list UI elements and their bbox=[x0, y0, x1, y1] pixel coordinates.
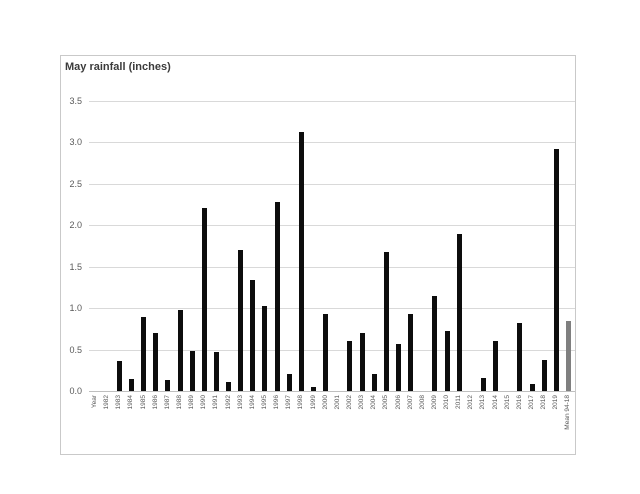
x-tick-label-2014: 2014 bbox=[491, 395, 499, 410]
y-tick-label-2.5: 2.5 bbox=[69, 178, 82, 189]
x-tick-label-year: Year bbox=[91, 395, 99, 409]
x-tick-label-2018: 2018 bbox=[540, 395, 548, 410]
x-tick-label-2009: 2009 bbox=[430, 395, 438, 410]
y-tick-label-1.5: 1.5 bbox=[69, 261, 82, 272]
y-tick-label-3.5: 3.5 bbox=[69, 96, 82, 106]
x-tick-label-1989: 1989 bbox=[188, 395, 196, 410]
x-tick-label-2013: 2013 bbox=[479, 395, 487, 410]
x-tick-label-1999: 1999 bbox=[309, 395, 317, 410]
x-tick-label-2019: 2019 bbox=[552, 395, 560, 410]
x-tick-label-1996: 1996 bbox=[273, 395, 281, 410]
bar-2011 bbox=[456, 233, 462, 391]
bar-1995 bbox=[262, 305, 268, 391]
bar-2009 bbox=[432, 295, 438, 391]
bar-2019 bbox=[553, 149, 559, 391]
bar-2016 bbox=[517, 323, 523, 391]
bar-2003 bbox=[359, 333, 365, 391]
x-tick-label-1997: 1997 bbox=[285, 395, 293, 410]
x-tick-label-2004: 2004 bbox=[370, 395, 378, 410]
bar-2010 bbox=[444, 331, 450, 391]
x-tick-label-1984: 1984 bbox=[127, 395, 135, 410]
x-tick-label-2011: 2011 bbox=[455, 395, 463, 409]
x-tick-label-1985: 1985 bbox=[139, 395, 147, 410]
bar-1988 bbox=[177, 309, 183, 391]
bar-2006 bbox=[396, 343, 401, 391]
bar-1992 bbox=[226, 381, 232, 391]
bar-1986 bbox=[153, 333, 159, 391]
bar-1989 bbox=[189, 351, 195, 391]
x-tick-label-1994: 1994 bbox=[248, 395, 256, 410]
x-tick-label-2017: 2017 bbox=[528, 395, 536, 410]
bar-2014 bbox=[493, 341, 499, 391]
x-tick-label-2015: 2015 bbox=[503, 395, 511, 410]
x-tick-label-2010: 2010 bbox=[443, 395, 451, 410]
gridline-1.0 bbox=[89, 308, 575, 310]
bar-1990 bbox=[201, 207, 207, 391]
x-tick-label-1993: 1993 bbox=[236, 395, 244, 410]
y-tick-label-0.5: 0.5 bbox=[69, 344, 82, 355]
x-tick-label-1995: 1995 bbox=[260, 395, 268, 410]
bar-1987 bbox=[165, 380, 171, 391]
x-tick-label-2016: 2016 bbox=[515, 395, 523, 410]
x-tick-label-1988: 1988 bbox=[176, 395, 184, 410]
chart-title: May rainfall (inches) bbox=[65, 61, 171, 73]
bar-2018 bbox=[541, 359, 547, 391]
y-tick-label-2.0: 2.0 bbox=[69, 220, 82, 231]
x-tick-label-1983: 1983 bbox=[115, 395, 123, 410]
x-tick-label-1987: 1987 bbox=[163, 395, 171, 410]
chart-frame: May rainfall (inches) 0.0 0.5 1.0 1.5 2.0 2.5… bbox=[60, 55, 576, 455]
y-tick-label-3.0: 3.0 bbox=[69, 137, 82, 148]
x-tick-label-1982: 1982 bbox=[103, 395, 111, 410]
gridline-2.0 bbox=[89, 225, 575, 227]
bar-2017 bbox=[529, 384, 535, 391]
bar-1993 bbox=[238, 250, 244, 391]
x-tick-label-1986: 1986 bbox=[151, 395, 159, 410]
gridline-0.0 bbox=[89, 391, 575, 392]
gridline-3.5 bbox=[89, 101, 575, 102]
bar-1994 bbox=[250, 279, 256, 391]
x-tick-label-2000: 2000 bbox=[321, 395, 329, 410]
bar-1991 bbox=[213, 352, 219, 391]
bar-1996 bbox=[274, 202, 280, 391]
gridline-3.0 bbox=[89, 142, 575, 144]
x-tick-label-1990: 1990 bbox=[200, 395, 208, 410]
y-tick-label-1.0: 1.0 bbox=[69, 303, 82, 314]
bar-1999 bbox=[311, 386, 317, 391]
gridline-1.5 bbox=[89, 266, 575, 268]
x-tick-label-2003: 2003 bbox=[358, 395, 366, 410]
bar-2013 bbox=[480, 377, 486, 391]
x-tick-label-2002: 2002 bbox=[345, 395, 353, 410]
x-tick-label-2007: 2007 bbox=[406, 395, 414, 410]
x-tick-label-1991: 1991 bbox=[212, 395, 220, 410]
bar-1983 bbox=[116, 361, 122, 391]
bar-2004 bbox=[371, 374, 377, 391]
x-tick-label-2012: 2012 bbox=[467, 395, 475, 410]
x-tick-label-1992: 1992 bbox=[224, 395, 232, 410]
bar-1985 bbox=[141, 317, 147, 391]
gridline-0.5 bbox=[89, 349, 575, 351]
y-tick-label-0.0: 0.0 bbox=[69, 386, 82, 396]
bar-1997 bbox=[286, 373, 292, 391]
bar-2005 bbox=[383, 251, 389, 391]
bar-1984 bbox=[128, 378, 134, 391]
gridline-2.5 bbox=[89, 183, 575, 185]
bar-2007 bbox=[408, 313, 414, 391]
bar-2000 bbox=[323, 313, 329, 391]
bar-1998 bbox=[298, 132, 304, 391]
bar-2002 bbox=[347, 341, 353, 391]
bar-mean-94-18 bbox=[565, 320, 571, 391]
x-tick-label-2001: 2001 bbox=[333, 395, 341, 410]
x-tick-label-2006: 2006 bbox=[394, 395, 402, 410]
x-tick-label-mean-94-18: Mean 94-18 bbox=[564, 395, 572, 430]
x-tick-label-2008: 2008 bbox=[418, 395, 426, 410]
x-tick-label-1998: 1998 bbox=[297, 395, 305, 410]
x-tick-label-2005: 2005 bbox=[382, 395, 390, 410]
